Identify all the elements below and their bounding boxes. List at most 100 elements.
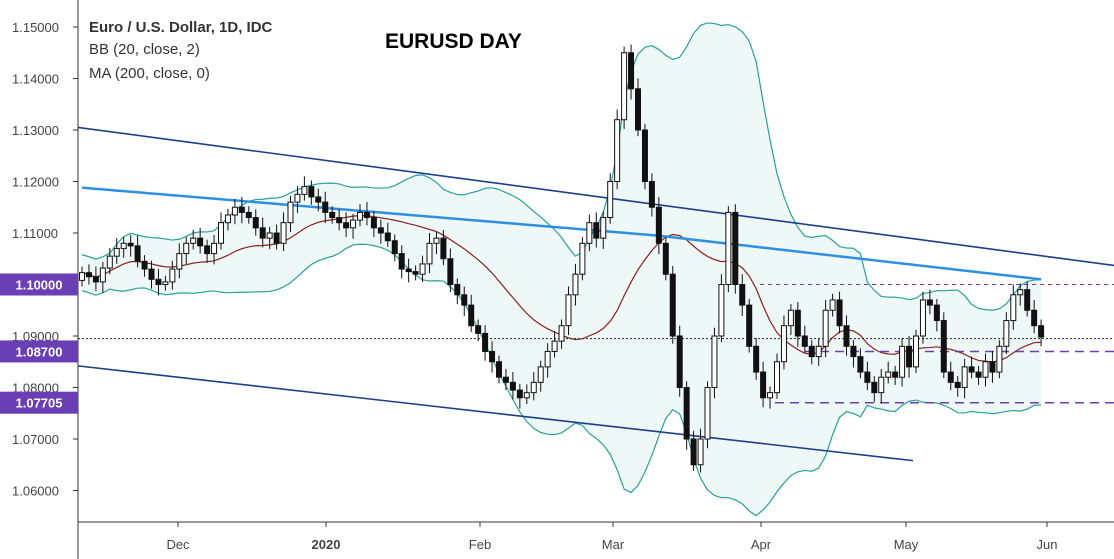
y-tick-label: 1.12000 (12, 175, 59, 190)
candle-body (940, 320, 947, 373)
candle-body (600, 217, 607, 239)
candle-body (357, 211, 363, 221)
candle-body (676, 335, 683, 388)
channel-upper-line (77, 126, 1114, 267)
x-tick-label: Apr (751, 537, 772, 552)
candle-body (565, 294, 572, 327)
candle-body (315, 196, 322, 203)
candle-body (489, 350, 496, 363)
candle-body (697, 438, 704, 466)
candle-body (461, 294, 468, 306)
price-tag-box (0, 340, 78, 363)
candle-body (864, 371, 871, 383)
candle-body (899, 345, 906, 378)
candle-body (141, 260, 148, 270)
channel-lower-line (77, 365, 914, 462)
y-tick-label: 1.14000 (12, 72, 59, 87)
candle-body (1010, 294, 1017, 322)
candle-body (544, 350, 551, 368)
candle-body (308, 186, 315, 198)
candle-body (774, 361, 780, 394)
y-tick-label: 1.15000 (12, 20, 59, 35)
y-tick-label: 1.06000 (12, 484, 59, 499)
candle-body (1038, 325, 1045, 338)
candle-body (127, 242, 134, 247)
price-tag-label: 1.07705 (16, 396, 63, 411)
candle-body (704, 387, 711, 440)
candle-body (614, 119, 621, 182)
y-tick-label: 1.07000 (12, 432, 59, 447)
candle-body (85, 272, 92, 278)
candle-body (412, 271, 419, 275)
candle-body (134, 245, 141, 262)
candle-body (447, 258, 454, 285)
candle-body (669, 273, 676, 337)
candle-body (92, 276, 99, 283)
candle-body (231, 206, 238, 216)
legend-ma: MA (200, close, 0) (89, 65, 210, 82)
candle-body (780, 325, 787, 363)
candle-body (245, 211, 252, 219)
candle-body (482, 332, 489, 352)
candle-body (405, 268, 412, 273)
candle-body (176, 253, 183, 270)
y-tick-label: 1.11000 (12, 226, 58, 241)
candle-body (906, 345, 913, 368)
candle-body (391, 240, 398, 255)
candle-body (725, 211, 732, 285)
candle-body (419, 263, 426, 275)
candle-body (690, 438, 697, 466)
candle-body (989, 361, 996, 373)
candle-body (183, 242, 190, 255)
candle-body (211, 242, 218, 255)
candle-body (169, 268, 176, 283)
candle-body (502, 376, 509, 383)
candle-body (475, 325, 482, 334)
candle-body (496, 361, 502, 378)
candle-body (363, 211, 370, 219)
price-tags-layer: 1.10000 1.08700 1.07705 (0, 273, 78, 414)
candle-body (787, 309, 794, 327)
x-tick-label: Mar (602, 537, 625, 552)
candle-body (370, 217, 377, 229)
candle-body (607, 181, 614, 219)
candle-body (426, 242, 433, 265)
candle-body (106, 255, 113, 269)
candle-body (947, 371, 954, 383)
candle-body (767, 392, 774, 399)
candle-body (586, 222, 593, 244)
candle-body (746, 304, 753, 347)
candle-body (1031, 309, 1038, 327)
candle-body (398, 253, 405, 270)
candle-body (120, 242, 127, 249)
candle-body (218, 222, 224, 244)
candle-body (961, 366, 968, 388)
chart-title: EURUSD DAY (385, 30, 522, 53)
candle-body (822, 309, 829, 347)
price-tag-box (0, 273, 78, 296)
candle-body (829, 299, 836, 311)
candle-body (975, 371, 982, 378)
candle-body (329, 211, 336, 219)
candle-body (273, 232, 280, 244)
candle-body (336, 217, 343, 224)
candle-body (79, 272, 85, 281)
candle-body (197, 237, 204, 247)
candle-body (718, 284, 725, 337)
candle-body (440, 237, 447, 260)
candle-body (662, 242, 669, 275)
price-tag-box (0, 391, 78, 414)
x-tick-label: Jun (1037, 537, 1058, 552)
candle-body (1003, 320, 1010, 347)
candle-body (238, 206, 245, 213)
candle-body (287, 201, 294, 224)
candle-body (377, 227, 384, 234)
candle-body (808, 345, 815, 358)
candle-body (641, 129, 648, 182)
candle-body (878, 376, 885, 394)
candle-body (454, 284, 461, 296)
candle-body (919, 299, 926, 337)
candle-body (739, 284, 746, 306)
